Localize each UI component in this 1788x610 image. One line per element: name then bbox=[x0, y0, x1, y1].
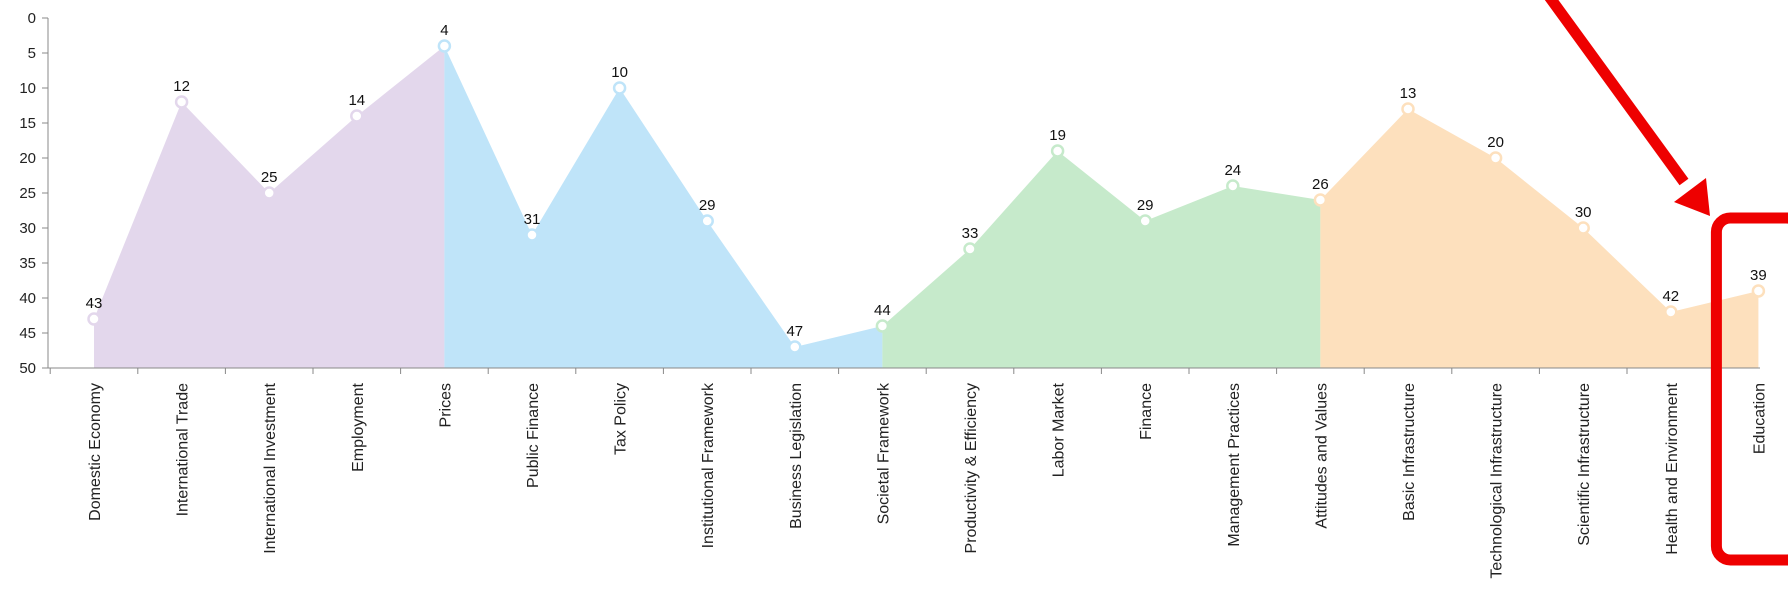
category-label: Employment bbox=[350, 382, 367, 471]
data-label: 30 bbox=[1575, 204, 1592, 221]
y-tick-label: 5 bbox=[28, 45, 36, 62]
data-label: 26 bbox=[1312, 176, 1329, 193]
annotation-arrow-shaft bbox=[1544, 0, 1689, 186]
data-point bbox=[1138, 214, 1152, 228]
annotation-arrow-head bbox=[1674, 178, 1710, 216]
category-label: Business Legislation bbox=[788, 383, 805, 529]
y-tick-label: 15 bbox=[19, 115, 36, 132]
category-label: Technological Infrastructure bbox=[1489, 383, 1506, 579]
data-point bbox=[612, 81, 627, 95]
area-segments bbox=[94, 46, 1759, 368]
category-label: International Trade bbox=[175, 383, 192, 517]
area-segment-3 bbox=[882, 151, 1321, 368]
category-label: Productivity & Efficiency bbox=[963, 383, 980, 553]
data-point bbox=[963, 242, 977, 256]
data-point bbox=[1226, 179, 1240, 193]
data-label: 29 bbox=[699, 197, 716, 214]
data-label: 10 bbox=[611, 64, 628, 81]
highlight-annotation bbox=[1544, 0, 1788, 566]
data-point bbox=[788, 340, 802, 354]
category-label: Tax Policy bbox=[613, 383, 630, 455]
y-tick-label: 50 bbox=[19, 360, 36, 377]
data-point bbox=[700, 214, 714, 228]
data-label: 12 bbox=[173, 78, 190, 95]
highlight-box bbox=[1710, 212, 1788, 566]
data-label: 43 bbox=[86, 295, 103, 312]
y-tick-label: 30 bbox=[19, 220, 36, 237]
data-label: 47 bbox=[786, 323, 803, 340]
data-label: 20 bbox=[1487, 134, 1504, 151]
data-label: 39 bbox=[1750, 267, 1767, 284]
category-label: Attitudes and Values bbox=[1313, 383, 1330, 529]
data-point bbox=[1313, 193, 1328, 207]
data-label: 31 bbox=[524, 211, 541, 228]
category-label: Health and Environment bbox=[1664, 382, 1681, 554]
data-point bbox=[437, 39, 452, 53]
y-tick-label: 0 bbox=[28, 10, 36, 27]
data-point bbox=[1664, 305, 1678, 319]
data-label: 4 bbox=[440, 22, 448, 39]
data-label: 25 bbox=[261, 169, 278, 186]
data-point bbox=[1751, 284, 1766, 298]
y-tick-label: 10 bbox=[19, 80, 36, 97]
data-points: 43 12 25 14 4 31 10 29 47 44 33 19 29 24 26 13 20 30 42 39 bbox=[86, 22, 1767, 354]
area-segment-1 bbox=[94, 46, 445, 368]
data-label: 29 bbox=[1137, 197, 1154, 214]
area-segment-2 bbox=[444, 46, 883, 368]
category-label: Institutional Framework bbox=[700, 382, 717, 548]
data-label: 33 bbox=[962, 225, 979, 242]
area-segment-4 bbox=[1320, 109, 1759, 368]
y-tick-label: 35 bbox=[19, 255, 36, 272]
data-point bbox=[525, 228, 539, 242]
y-tick-label: 40 bbox=[19, 290, 36, 307]
data-point bbox=[87, 312, 101, 326]
data-label: 42 bbox=[1662, 288, 1679, 305]
data-point bbox=[262, 186, 276, 200]
category-label: Basic Infrastructure bbox=[1401, 383, 1418, 521]
category-label: Societal Framework bbox=[875, 382, 892, 524]
y-tick-label: 20 bbox=[19, 150, 36, 167]
data-point bbox=[1050, 144, 1065, 158]
data-label: 44 bbox=[874, 302, 891, 319]
y-tick-label: 45 bbox=[19, 325, 36, 342]
category-label: Education bbox=[1751, 383, 1768, 454]
data-point bbox=[1576, 221, 1590, 235]
category-label: Domestic Economy bbox=[87, 383, 104, 521]
data-point bbox=[1488, 151, 1503, 165]
data-point bbox=[1401, 102, 1415, 116]
category-label: Prices bbox=[437, 383, 454, 427]
category-label: International Investment bbox=[262, 382, 279, 553]
axes: 0 5 10 15 20 25 30 35 40 45 50 Domestic Economy Inte… bbox=[19, 10, 1768, 579]
y-tick-label: 25 bbox=[19, 185, 36, 202]
data-point bbox=[875, 319, 890, 333]
data-point bbox=[350, 109, 364, 123]
data-label: 19 bbox=[1049, 127, 1066, 144]
category-label: Finance bbox=[1138, 383, 1155, 440]
category-label: Public Finance bbox=[525, 383, 542, 488]
category-label: Management Practices bbox=[1226, 383, 1243, 547]
data-label: 13 bbox=[1400, 85, 1417, 102]
category-label: Scientific Infrastructure bbox=[1576, 383, 1593, 546]
data-point bbox=[174, 95, 189, 109]
data-label: 14 bbox=[348, 92, 365, 109]
data-label: 24 bbox=[1224, 162, 1241, 179]
category-label: Labor Market bbox=[1051, 382, 1068, 477]
